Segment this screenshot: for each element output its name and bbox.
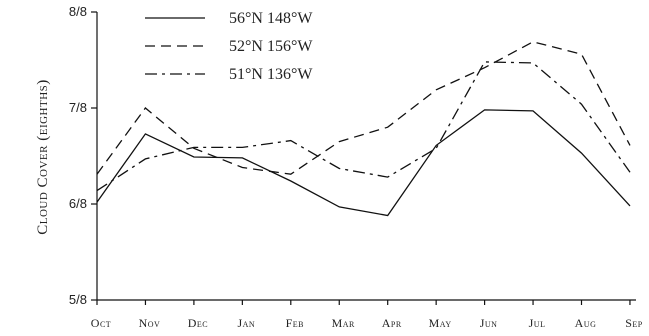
legend: 56°N 148°W 52°N 156°W 51°N 136°W <box>145 10 313 83</box>
y-tick-label: 8/8 <box>69 4 87 19</box>
x-tick-label: Jun <box>480 316 498 330</box>
y-axis-ticks: 5/8 6/8 7/8 8/8 <box>69 4 97 307</box>
x-tick-label: Aug <box>575 316 597 330</box>
x-tick-label: Oct <box>91 316 111 330</box>
x-tick-label: May <box>429 316 452 330</box>
series-lines <box>96 41 631 217</box>
x-tick-label: Mar <box>332 316 355 330</box>
axes <box>96 12 636 301</box>
x-tick-label: Jul <box>529 316 546 330</box>
x-tick-label: Sep <box>625 316 643 330</box>
x-axis-ticks: Oct Nov Dec Jan Feb Mar Apr May Jun Jul Aug Sep <box>91 300 643 330</box>
y-axis-label: Cloud Cover (eighths) <box>35 79 51 235</box>
y-tick-label: 7/8 <box>69 100 87 115</box>
x-tick-label: Dec <box>188 316 208 330</box>
series-line <box>96 61 631 192</box>
y-tick-label: 5/8 <box>69 292 87 307</box>
legend-entry: 56°N 148°W <box>229 10 313 27</box>
series-line <box>96 41 631 175</box>
legend-entry: 52°N 156°W <box>229 38 313 55</box>
series-line <box>96 109 631 217</box>
x-tick-label: Jan <box>237 316 255 330</box>
x-tick-label: Feb <box>286 316 304 330</box>
y-tick-label: 6/8 <box>69 196 87 211</box>
x-tick-label: Nov <box>139 316 161 330</box>
legend-entry: 51°N 136°W <box>229 66 313 83</box>
x-tick-label: Apr <box>382 316 402 330</box>
